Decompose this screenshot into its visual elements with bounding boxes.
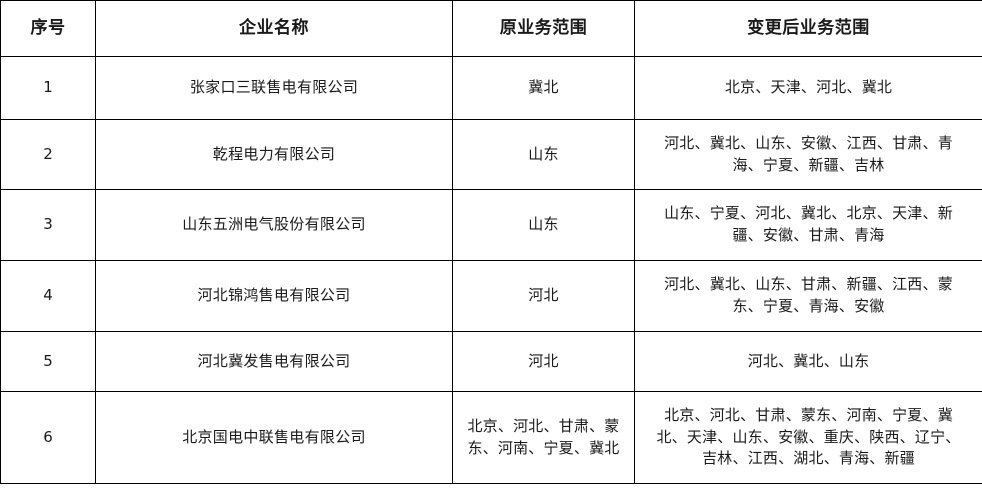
cell-new-scope: 河北、冀北、山东、安徽、江西、甘肃、青海、宁夏、新疆、吉林 (634, 119, 982, 190)
table-row: 5 河北冀发售电有限公司 河北 河北、冀北、山东 (0, 331, 982, 392)
cell-index: 2 (0, 119, 96, 190)
cell-new-scope-text: 山东、宁夏、河北、冀北、北京、天津、新疆、安徽、甘肃、青海 (664, 204, 953, 244)
cell-index: 5 (0, 331, 96, 392)
cell-original-scope-text: 山东 (528, 215, 559, 234)
column-header-company-name: 企业名称 (95, 0, 453, 57)
cell-index: 1 (0, 56, 96, 120)
cell-new-scope-text: 河北、冀北、山东 (747, 351, 870, 370)
cell-company-name: 河北锦鸿售电有限公司 (95, 260, 453, 332)
table-row: 4 河北锦鸿售电有限公司 河北 河北、冀北、山东、甘肃、新疆、江西、蒙东、宁夏、… (0, 260, 982, 332)
cell-original-scope: 山东 (452, 119, 635, 190)
cell-original-scope: 河北 (452, 331, 635, 392)
cell-original-scope-text: 北京、河北、甘肃、蒙东、河南、宁夏、冀北 (467, 416, 620, 457)
cell-original-scope: 河北 (452, 260, 635, 332)
cell-index: 6 (0, 391, 96, 484)
cell-new-scope: 山东、宁夏、河北、冀北、北京、天津、新疆、安徽、甘肃、青海 (634, 189, 982, 261)
cell-new-scope: 河北、冀北、山东 (634, 331, 982, 392)
cell-company-name: 张家口三联售电有限公司 (95, 56, 453, 120)
table-row: 2 乾程电力有限公司 山东 河北、冀北、山东、安徽、江西、甘肃、青海、宁夏、新疆… (0, 119, 982, 190)
column-header-original-scope: 原业务范围 (452, 0, 635, 57)
cell-original-scope-text: 山东 (528, 144, 559, 163)
table-header-row: 序号 企业名称 原业务范围 变更后业务范围 (0, 0, 982, 57)
cell-company-name: 河北冀发售电有限公司 (95, 331, 453, 392)
cell-original-scope: 冀北 (452, 56, 635, 120)
cell-index: 4 (0, 260, 96, 332)
cell-new-scope: 河北、冀北、山东、甘肃、新疆、江西、蒙东、宁夏、青海、安徽 (634, 260, 982, 332)
cell-company-name: 山东五洲电气股份有限公司 (95, 189, 453, 261)
cell-company-name: 北京国电中联售电有限公司 (95, 391, 453, 484)
table-row: 1 张家口三联售电有限公司 冀北 北京、天津、河北、冀北 (0, 56, 982, 120)
cell-company-name: 乾程电力有限公司 (95, 119, 453, 190)
cell-original-scope: 北京、河北、甘肃、蒙东、河南、宁夏、冀北 (452, 391, 635, 484)
column-header-index: 序号 (0, 0, 96, 57)
cell-original-scope-text: 冀北 (528, 78, 559, 97)
cell-new-scope: 北京、天津、河北、冀北 (634, 56, 982, 120)
cell-new-scope: 北京、河北、甘肃、蒙东、河南、宁夏、冀北、天津、山东、安徽、重庆、陕西、辽宁、吉… (634, 391, 982, 484)
cell-new-scope-text: 河北、冀北、山东、甘肃、新疆、江西、蒙东、宁夏、青海、安徽 (664, 275, 953, 315)
cell-new-scope-text: 北京、天津、河北、冀北 (724, 78, 893, 97)
cell-index: 3 (0, 189, 96, 261)
table-body: 1 张家口三联售电有限公司 冀北 北京、天津、河北、冀北 2 乾程电力有限公司 … (0, 56, 982, 484)
column-header-new-scope: 变更后业务范围 (634, 0, 982, 57)
table-row: 3 山东五洲电气股份有限公司 山东 山东、宁夏、河北、冀北、北京、天津、新疆、安… (0, 189, 982, 261)
cell-original-scope-text: 河北 (528, 286, 559, 305)
cell-new-scope-text: 北京、河北、甘肃、蒙东、河南、宁夏、冀北、天津、山东、安徽、重庆、陕西、辽宁、吉… (656, 405, 961, 468)
table-header: 序号 企业名称 原业务范围 变更后业务范围 (0, 0, 982, 57)
table-row: 6 北京国电中联售电有限公司 北京、河北、甘肃、蒙东、河南、宁夏、冀北 北京、河… (0, 391, 982, 484)
cell-original-scope-text: 河北 (528, 351, 559, 370)
cell-new-scope-text: 河北、冀北、山东、安徽、江西、甘肃、青海、宁夏、新疆、吉林 (664, 133, 953, 174)
cell-original-scope: 山东 (452, 189, 635, 261)
